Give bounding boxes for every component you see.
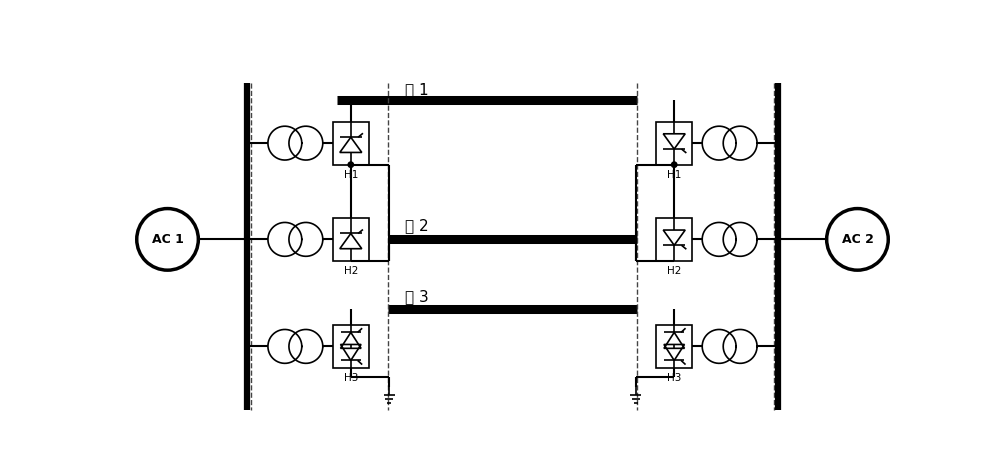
Text: H3: H3: [667, 374, 681, 383]
Text: AC 1: AC 1: [152, 233, 183, 246]
Bar: [656, 121, 692, 164]
Text: H2: H2: [344, 266, 358, 276]
Circle shape: [348, 162, 353, 167]
Text: H1: H1: [667, 170, 681, 180]
Text: 极 1: 极 1: [405, 82, 428, 97]
Bar: [656, 325, 692, 368]
Bar: [656, 218, 692, 261]
Bar: [333, 121, 369, 164]
Text: 极 2: 极 2: [405, 218, 428, 233]
Text: H3: H3: [344, 374, 358, 383]
Text: H1: H1: [344, 170, 358, 180]
Bar: [333, 218, 369, 261]
Bar: [333, 325, 369, 368]
Text: 极 3: 极 3: [405, 289, 428, 304]
Circle shape: [672, 162, 677, 167]
Text: AC 2: AC 2: [842, 233, 873, 246]
Text: H2: H2: [667, 266, 681, 276]
